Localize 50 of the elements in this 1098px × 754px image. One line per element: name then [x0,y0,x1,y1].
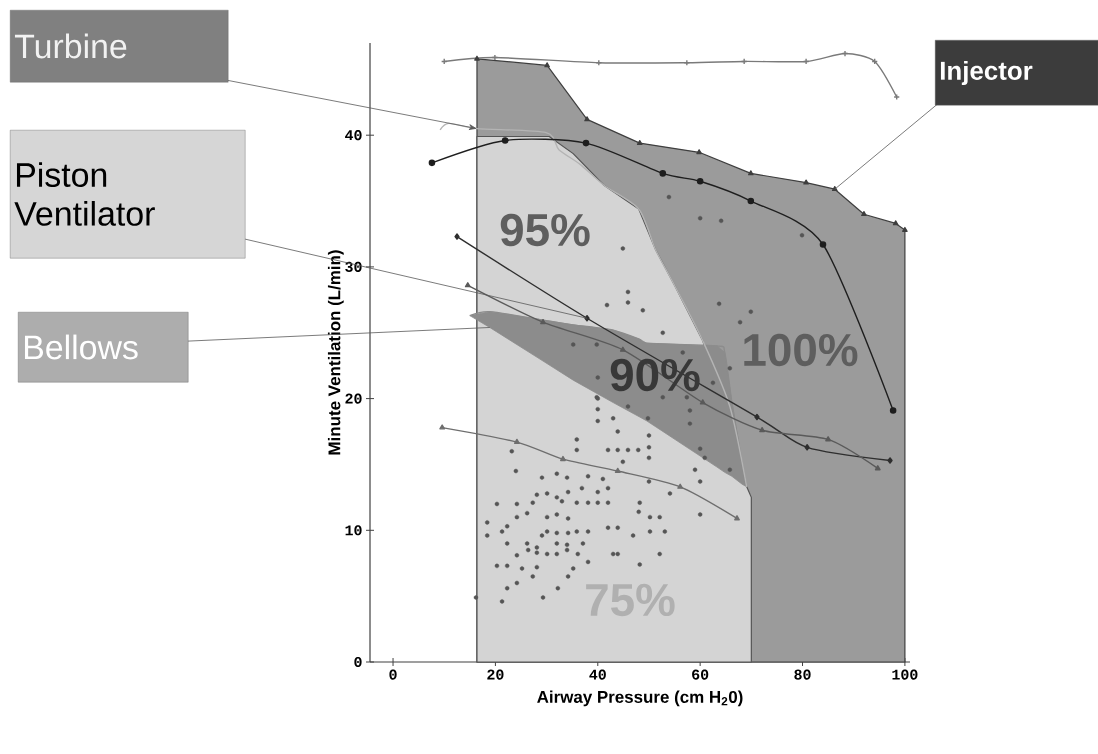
point [560,455,566,462]
x-tick-label: 60 [692,669,709,680]
point [819,241,827,248]
y-tick-label: 20 [345,393,362,404]
point [513,438,520,445]
x-tick-label: 20 [487,669,504,680]
point [614,467,621,474]
annotation: Piston Ventilator [14,162,155,226]
point [825,436,832,442]
x-tick-label: 80 [794,669,811,680]
point [619,346,626,352]
point [501,137,509,144]
point [439,424,446,430]
point [804,444,810,451]
annotation: Injector [940,60,1033,86]
point [699,399,706,405]
point [740,58,748,65]
point [696,178,704,185]
point [874,465,881,471]
y-axis-title: Minute Ventilation (L/min) [327,250,344,455]
point [582,139,590,147]
point [759,426,766,433]
y-tick-label: 40 [345,130,362,141]
annotation: Turbine [14,33,127,59]
annotation: 95% [500,213,590,247]
point [841,50,849,57]
point [677,483,684,489]
point [595,59,603,67]
point [659,170,667,177]
y-tick-label: 30 [345,261,362,272]
point [754,413,760,421]
point [683,59,691,67]
point [734,515,740,521]
point [491,54,499,61]
point [428,159,436,167]
x-tick-label: 100 [892,669,918,680]
point [802,58,810,65]
point [540,318,546,325]
point [889,407,897,414]
annotation: Bellows [24,334,138,360]
point [454,233,460,240]
point [747,197,755,205]
y-tick-label: 10 [345,525,362,536]
x-tick-label: 0 [389,669,397,680]
y-tick-label: 0 [354,656,362,668]
x-axis-title: Airway Pressure (cm H$_{2}$0) [537,690,743,707]
annotation: 100% [744,333,858,367]
x-tick-label: 40 [589,669,606,680]
point [887,457,893,464]
point [464,282,471,288]
